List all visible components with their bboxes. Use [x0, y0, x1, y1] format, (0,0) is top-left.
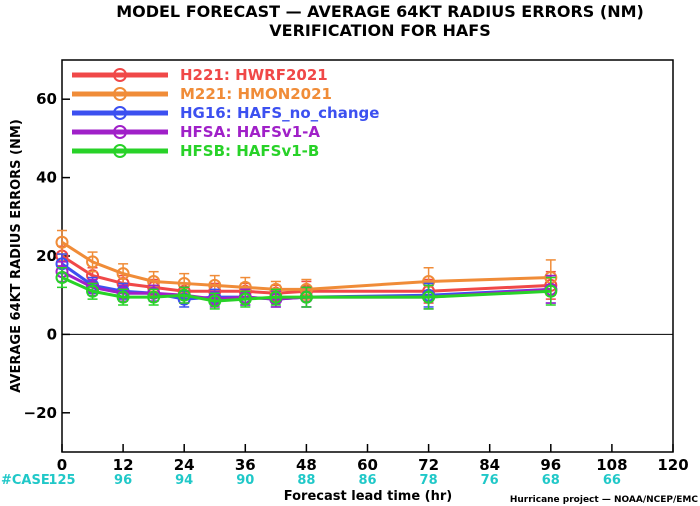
x-tick-label: 0	[57, 456, 67, 474]
x-tick-label: 60	[357, 456, 378, 474]
legend-label: HFSB: HAFSv1-B	[180, 142, 319, 160]
data-point	[238, 292, 252, 306]
legend-marker	[113, 68, 127, 82]
x-tick-label: 72	[418, 456, 439, 474]
data-point	[147, 290, 161, 304]
x-tick-label: 120	[657, 456, 688, 474]
x-tick-label: 96	[540, 456, 561, 474]
legend-marker	[113, 106, 127, 120]
legend-label: HG16: HAFS_no_change	[180, 104, 379, 122]
x-tick-label: 24	[174, 456, 195, 474]
case-count: 66	[603, 473, 621, 488]
case-count: 96	[114, 473, 132, 488]
case-count: 88	[297, 473, 315, 488]
case-count: 86	[358, 473, 376, 488]
data-point	[269, 290, 283, 304]
data-point	[86, 255, 100, 269]
case-label: #CASE	[1, 473, 50, 488]
y-axis-ticks: 60 40 20 0 −20	[24, 90, 70, 422]
chart-title: MODEL FORECAST — AVERAGE 64KT RADIUS ERR…	[116, 2, 644, 21]
case-count: 76	[481, 473, 499, 488]
series-layer	[55, 229, 558, 310]
x-tick-label: 84	[479, 456, 500, 474]
data-point	[299, 290, 313, 304]
y-tick-label: 40	[36, 169, 57, 187]
data-point	[544, 284, 558, 298]
data-point	[86, 284, 100, 298]
x-axis-label: Forecast lead time (hr)	[284, 489, 452, 504]
x-tick-label: 12	[113, 456, 134, 474]
data-point	[177, 288, 191, 302]
case-count: 94	[175, 473, 193, 488]
series-4	[55, 267, 558, 310]
x-axis-ticks: 0 12 24 36 48 60 72 84 96 108 120	[57, 444, 689, 474]
x-tick-label: 108	[596, 456, 627, 474]
data-point	[116, 290, 130, 304]
data-point	[208, 294, 222, 308]
legend-marker	[113, 87, 127, 101]
data-point	[55, 235, 69, 249]
y-tick-label: 20	[36, 247, 57, 265]
case-count: 78	[420, 473, 438, 488]
data-point	[55, 271, 69, 285]
case-count: 90	[236, 473, 254, 488]
y-tick-label: 0	[47, 325, 57, 343]
case-count: 68	[542, 473, 560, 488]
y-tick-label: −20	[24, 404, 57, 422]
x-tick-label: 48	[296, 456, 317, 474]
legend-marker	[113, 144, 127, 158]
credit-text: Hurricane project — NOAA/NCEP/EMC	[510, 495, 699, 505]
y-axis-label: AVERAGE 64KT RADIUS ERRORS (NM)	[9, 119, 24, 393]
legend-marker	[113, 125, 127, 139]
chart-subtitle: VERIFICATION FOR HAFS	[269, 21, 490, 40]
legend-label: H221: HWRF2021	[180, 66, 328, 84]
data-point	[116, 267, 130, 281]
y-tick-label: 60	[36, 90, 57, 108]
legend-label: HFSA: HAFSv1-A	[180, 123, 320, 141]
x-tick-label: 36	[235, 456, 256, 474]
legend-label: M221: HMON2021	[180, 85, 332, 103]
case-count: 125	[48, 473, 75, 488]
data-point	[422, 290, 436, 304]
